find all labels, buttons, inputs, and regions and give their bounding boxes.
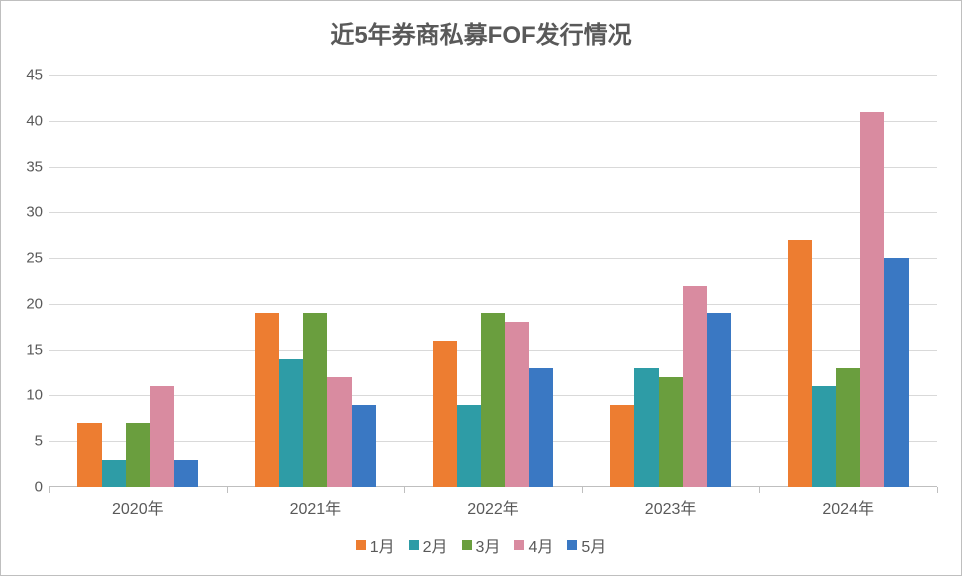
bar [352,405,376,487]
legend-item: 5月 [567,533,606,557]
bar [529,368,553,487]
bar [610,405,634,487]
y-tick-label: 45 [26,67,49,84]
bar [126,423,150,487]
x-category-label: 2020年 [112,487,164,519]
bar [327,377,351,487]
chart-container: 近5年券商私募FOF发行情况 0510152025303540452020年20… [0,0,962,576]
bar [279,359,303,487]
bar [150,386,174,487]
x-tick-mark [582,487,583,493]
y-tick-label: 30 [26,204,49,221]
gridline [49,75,937,76]
legend-item: 2月 [409,533,448,557]
legend-label: 2月 [423,533,448,557]
legend-label: 3月 [476,533,501,557]
y-tick-label: 20 [26,295,49,312]
bar [634,368,658,487]
bar [174,460,198,487]
legend-swatch [356,540,366,550]
y-tick-label: 10 [26,387,49,404]
bar [707,313,731,487]
legend-swatch [462,540,472,550]
gridline [49,121,937,122]
plot-area: 0510152025303540452020年2021年2022年2023年20… [49,75,937,487]
bar [812,386,836,487]
y-tick-label: 40 [26,112,49,129]
legend-swatch [567,540,577,550]
legend-item: 4月 [514,533,553,557]
x-category-label: 2023年 [645,487,697,519]
bar [659,377,683,487]
legend-swatch [409,540,419,550]
bar [683,286,707,487]
bar [457,405,481,487]
x-tick-mark [759,487,760,493]
bar [788,240,812,487]
bar [481,313,505,487]
gridline [49,212,937,213]
bar [836,368,860,487]
x-tick-mark [49,487,50,493]
x-category-label: 2024年 [822,487,874,519]
chart-title: 近5年券商私募FOF发行情况 [1,1,961,50]
legend: 1月 2月 3月 4月 5月 [1,533,961,557]
legend-label: 4月 [528,533,553,557]
legend-swatch [514,540,524,550]
bar [505,322,529,487]
legend-item: 3月 [462,533,501,557]
x-category-label: 2021年 [290,487,342,519]
bar [77,423,101,487]
legend-label: 5月 [581,533,606,557]
bar [255,313,279,487]
legend-item: 1月 [356,533,395,557]
y-tick-label: 0 [35,479,49,496]
y-tick-label: 35 [26,158,49,175]
x-tick-mark [227,487,228,493]
gridline [49,167,937,168]
bar [303,313,327,487]
legend-label: 1月 [370,533,395,557]
y-tick-label: 15 [26,341,49,358]
x-tick-mark [404,487,405,493]
y-tick-label: 5 [35,433,49,450]
bar [433,341,457,487]
y-tick-label: 25 [26,250,49,267]
bar [884,258,908,487]
bar [860,112,884,487]
x-tick-mark [937,487,938,493]
x-category-label: 2022年 [467,487,519,519]
bar [102,460,126,487]
